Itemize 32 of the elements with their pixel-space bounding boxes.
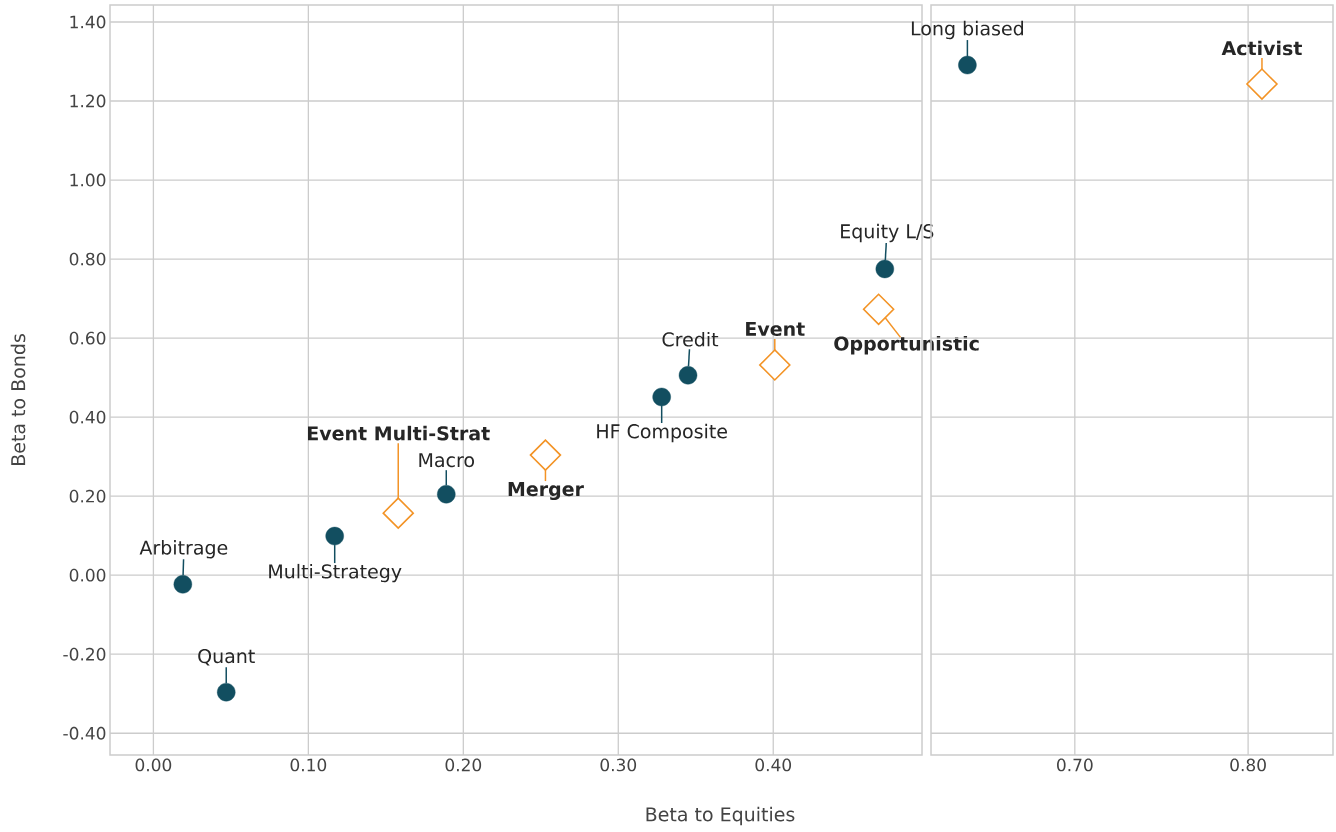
x-tick-label: 0.80 <box>1230 758 1266 772</box>
annotation: Long biased <box>911 20 1023 40</box>
y-tick-label: 1.20 <box>70 94 106 108</box>
annotation: Merger <box>508 482 584 501</box>
x-tick-label: 0.10 <box>290 758 327 772</box>
annotation: Credit <box>662 331 719 347</box>
annotation: Arbitrage <box>139 540 228 559</box>
y-tick-label: -0.40 <box>63 726 106 740</box>
y-tick-label: 0.80 <box>69 252 106 266</box>
y-axis-title: Beta to Bonds <box>10 334 26 465</box>
x-tick-label: 0.00 <box>135 758 172 772</box>
y-tick-label: 0.20 <box>69 489 106 503</box>
y-tick-label: 0.00 <box>69 568 106 582</box>
annotation: Multi-Strategy <box>269 563 402 583</box>
annotation: Equity L/S <box>841 223 934 243</box>
annotation: Event Multi-Strat <box>308 425 490 441</box>
annotation: HF Composite <box>597 423 727 443</box>
x-tick-label: 0.20 <box>445 758 482 772</box>
x-tick-label: 0.40 <box>755 758 792 772</box>
y-tick-label: -0.20 <box>63 647 106 661</box>
y-tick-label: 1.40 <box>70 15 106 29</box>
y-tick-label: 1.00 <box>70 173 106 187</box>
y-tick-label: 0.40 <box>69 410 106 424</box>
x-axis-title: Beta to Equities <box>646 806 795 826</box>
x-tick-label: 0.70 <box>1057 758 1093 772</box>
annotation: Quant <box>198 648 255 666</box>
annotation: Activist <box>1221 40 1302 56</box>
x-tick-label: 0.30 <box>600 758 637 772</box>
annotation: Opportunistic <box>834 336 979 355</box>
annotation: Macro <box>419 453 475 468</box>
y-tick-label: 0.60 <box>69 331 106 345</box>
annotation: Event <box>746 321 805 337</box>
